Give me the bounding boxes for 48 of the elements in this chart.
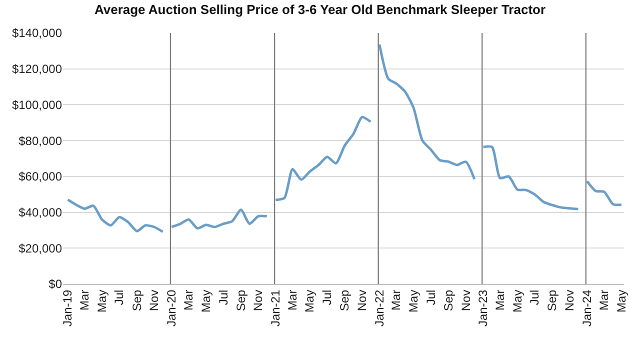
x-tick-label: Jan-23 — [476, 289, 490, 327]
x-tick-label: Sep — [234, 289, 248, 312]
x-tick-label: Jan-19 — [60, 289, 75, 327]
line-series — [274, 116, 372, 202]
line-series — [378, 43, 476, 180]
line-series — [66, 198, 164, 234]
chart-title: Average Auction Selling Price of 3-6 Year Old Benchmark Sleeper Tractor — [94, 2, 546, 18]
x-tick-label: Jul — [216, 290, 230, 306]
x-tick-label: Nov — [562, 290, 577, 312]
line-series — [586, 180, 623, 206]
x-tick-label: Jul — [112, 290, 126, 306]
x-tick-label: May — [94, 290, 109, 312]
x-tick-label: Jan-20 — [164, 289, 179, 327]
x-tick-label: Mar — [389, 290, 404, 310]
x-tick-label: Jul — [320, 290, 334, 306]
x-tick-label: Nov — [458, 290, 473, 312]
x-tick-label: May — [614, 290, 628, 312]
line-series — [170, 208, 268, 230]
y-tick-label: $100,000 — [12, 98, 62, 112]
x-tick-label: Nov — [147, 290, 162, 312]
x-tick-label: Mar — [597, 290, 611, 310]
x-tick-label: Mar — [285, 290, 300, 310]
y-tick-label: $120,000 — [12, 62, 62, 76]
x-tick-label: Mar — [182, 290, 196, 310]
y-tick-label: $140,000 — [12, 26, 62, 40]
x-tick-label: Sep — [545, 289, 560, 312]
x-tick-label: Jul — [424, 290, 438, 306]
x-tick-label: Nov — [355, 290, 370, 312]
x-tick-label: Jan-21 — [268, 289, 283, 327]
y-tick-label: $0 — [48, 277, 62, 292]
line-series — [482, 145, 580, 210]
y-tick-label: $60,000 — [18, 170, 62, 184]
x-tick-label: Jan-24 — [580, 289, 594, 327]
x-tick-label: Mar — [78, 290, 92, 310]
x-tick-label: May — [302, 290, 317, 312]
x-tick-label: Sep — [441, 289, 456, 312]
x-tick-label: May — [198, 290, 213, 312]
x-tick-label: Jan-22 — [372, 289, 386, 327]
x-tick-label: Mar — [492, 290, 507, 310]
y-tick-label: $80,000 — [18, 134, 62, 148]
y-tick-label: $20,000 — [18, 241, 62, 256]
x-tick-label: Nov — [251, 290, 266, 312]
x-tick-label: May — [510, 290, 524, 312]
x-tick-label: Jul — [528, 290, 542, 306]
x-tick-label: Sep — [338, 289, 352, 312]
x-tick-label: May — [406, 290, 420, 312]
x-tick-label: Sep — [130, 289, 144, 312]
y-tick-label: $40,000 — [18, 205, 62, 220]
